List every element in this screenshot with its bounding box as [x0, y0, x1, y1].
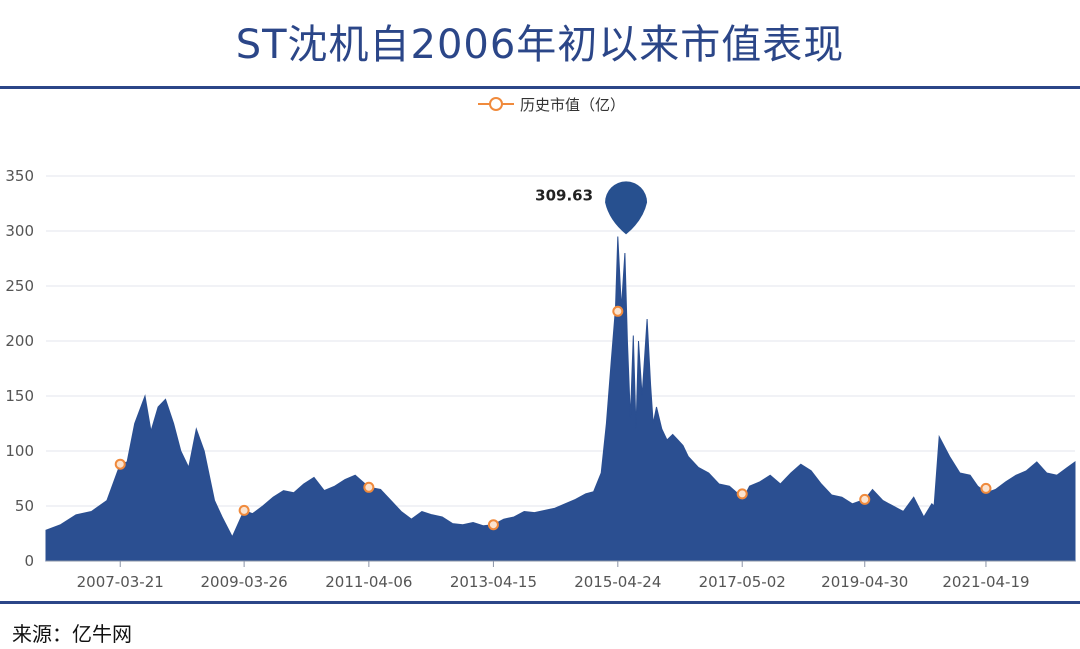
x-axis-ticks: 2007-03-21 2009-03-26 2011-04-06 2013-04-15…	[77, 561, 1030, 591]
chart-title: ST沈机自2006年初以来市值表现	[235, 22, 845, 68]
data-point-marker	[980, 482, 992, 494]
x-tick-label: 2021-04-19	[942, 573, 1029, 591]
top-divider	[0, 86, 1080, 89]
chart-legend[interactable]: 历史市值（亿）	[478, 94, 625, 114]
data-point-marker	[859, 493, 871, 505]
y-tick-label: 150	[5, 387, 34, 405]
data-point-marker	[114, 458, 126, 470]
market-cap-area-chart: 0 50 100 150 200 250 300 350 2007-03-21 2009-03-…	[5, 167, 1076, 591]
y-tick-label: 250	[5, 277, 34, 295]
y-tick-label: 100	[5, 442, 34, 460]
market-cap-area	[45, 236, 1076, 562]
y-tick-label: 200	[5, 332, 34, 350]
x-tick-label: 2007-03-21	[77, 573, 164, 591]
x-tick-label: 2015-04-24	[574, 573, 661, 591]
x-tick-label: 2019-04-30	[821, 573, 908, 591]
peak-annotation: 309.63	[535, 181, 648, 235]
y-axis-ticks: 0 50 100 150 200 250 300 350	[5, 167, 34, 570]
data-markers	[114, 305, 992, 531]
bottom-divider	[0, 601, 1080, 604]
legend-marker-icon	[478, 94, 514, 114]
data-point-marker	[238, 504, 250, 516]
y-tick-label: 50	[15, 497, 34, 515]
y-tick-label: 300	[5, 222, 34, 240]
x-tick-label: 2017-05-02	[699, 573, 786, 591]
x-tick-label: 2009-03-26	[201, 573, 288, 591]
x-tick-label: 2011-04-06	[325, 573, 412, 591]
data-point-marker	[736, 488, 748, 500]
legend-label: 历史市值（亿）	[520, 95, 626, 114]
source-note: 来源：亿牛网	[12, 622, 132, 646]
data-point-marker	[363, 481, 375, 493]
grid-lines	[46, 175, 1075, 507]
data-point-marker	[612, 305, 624, 317]
y-tick-label: 350	[5, 167, 34, 185]
data-point-marker	[487, 519, 499, 531]
x-tick-label: 2013-04-15	[450, 573, 537, 591]
max-value-pin-icon	[605, 181, 648, 235]
peak-value-label: 309.63	[535, 186, 593, 204]
y-tick-label: 0	[24, 552, 34, 570]
